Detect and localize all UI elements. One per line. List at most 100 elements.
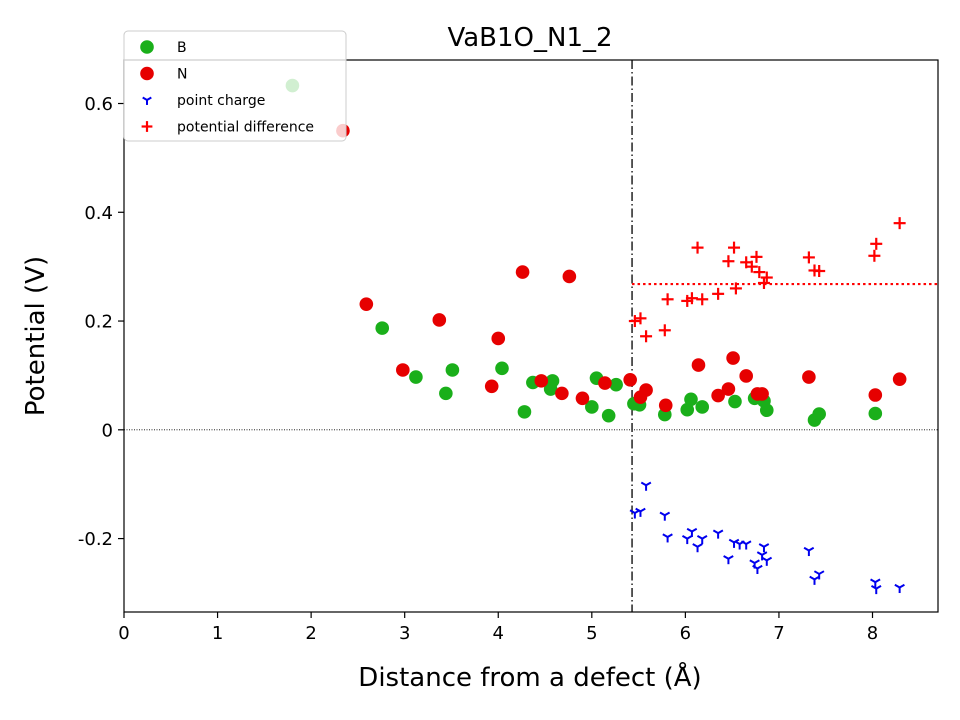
data-point-potential-difference-1: [634, 312, 647, 325]
data-point-point-charge-16-left: [756, 551, 763, 556]
data-point-point-charge-19-right: [808, 546, 815, 552]
data-point-point-charge-16-right: [761, 551, 768, 556]
data-point-point-charge-8-left: [696, 534, 703, 540]
x-tick-label-0: 0: [118, 623, 129, 644]
data-point-point-charge-23-left: [870, 584, 877, 590]
data-point-point-charge-10-left: [723, 555, 729, 560]
data-point-potential-difference-14: [745, 260, 758, 273]
data-point-n-9: [562, 269, 577, 284]
data-point-n-24: [868, 388, 883, 402]
y-tick-label-0: -0.2: [78, 529, 113, 550]
data-point-point-charge-6: [686, 527, 698, 538]
legend-marker-2: [142, 96, 152, 105]
x-tick-label-5: 5: [586, 623, 597, 644]
data-point-b-18: [684, 392, 698, 407]
data-point-b-2: [409, 370, 423, 384]
y-tick-label-2: 0.2: [84, 312, 113, 333]
data-point-point-charge-0-left: [629, 509, 636, 514]
y-axis-title: Potential (V): [21, 256, 51, 416]
data-point-point-charge-8: [696, 534, 708, 545]
legend-box: [123, 30, 347, 142]
x-tick-label-1: 1: [212, 623, 223, 644]
data-point-potential-difference-4: [661, 293, 674, 306]
data-point-point-charge-5-left: [681, 534, 688, 540]
data-point-b-9: [545, 374, 560, 388]
axes: 0 1 2 3 4 5 6 7 8 -0.2 0 0.2 0.4 0.6: [78, 59, 939, 644]
data-point-b-19: [695, 400, 710, 414]
data-point-b-10: [585, 400, 599, 414]
data-point-point-charge-19-left: [803, 546, 810, 552]
data-point-n-17: [711, 388, 725, 403]
data-point-point-charge-11-left: [728, 538, 735, 544]
data-point-n-23: [802, 370, 816, 384]
data-point-potential-difference-7: [691, 241, 704, 254]
legend-label-0: B: [177, 40, 187, 56]
data-point-n-19: [726, 351, 740, 365]
data-point-potential-difference-18: [760, 271, 773, 284]
data-point-n-12: [623, 372, 637, 387]
data-point-n-16: [691, 358, 706, 372]
data-point-b-25: [812, 407, 826, 421]
data-point-potential-difference-24: [893, 217, 906, 230]
data-point-point-charge-24: [894, 583, 905, 594]
y-tick-label-3: 0.4: [84, 203, 113, 224]
y-tick-label-4: 0.6: [84, 94, 113, 115]
data-point-n-25: [892, 372, 907, 387]
x-axis-title: Distance from a defect (Å): [358, 661, 701, 693]
data-point-potential-difference-8: [696, 293, 709, 306]
data-point-point-charge-24-left: [894, 583, 901, 589]
data-point-n-1: [359, 297, 374, 311]
data-point-potential-difference-12: [729, 282, 742, 295]
data-point-point-charge-3-right: [664, 511, 671, 517]
axes-frame: [123, 59, 939, 613]
data-point-point-charge-14-left: [749, 559, 756, 564]
data-point-potential-difference-17: [757, 276, 770, 289]
data-point-point-charge-1-left: [635, 507, 641, 513]
data-point-b-6: [517, 405, 532, 419]
data-point-potential-difference-21: [813, 265, 826, 278]
data-point-point-charge-4: [662, 533, 673, 543]
data-point-point-charge-15-right: [756, 564, 763, 570]
data-point-b-20: [728, 394, 742, 409]
data-point-point-charge-4-right: [667, 533, 673, 538]
data-point-point-charge-18: [761, 556, 773, 566]
y-tick-label-1: 0: [102, 420, 113, 441]
legend-marker-2-right: [146, 96, 152, 101]
data-point-point-charge-6-right: [691, 527, 698, 533]
legend-marker-2-left: [142, 96, 148, 101]
data-point-potential-difference-10: [722, 255, 735, 268]
x-tick-label-4: 4: [493, 623, 504, 644]
series-potential-difference: [628, 217, 906, 343]
data-point-potential-difference-6: [685, 292, 698, 305]
data-point-n-5: [491, 331, 506, 346]
data-point-potential-difference-19: [802, 251, 815, 264]
data-point-b-26: [868, 406, 883, 421]
data-point-point-charge-19: [803, 546, 815, 557]
data-point-point-charge-7: [692, 543, 703, 553]
data-point-n-22: [755, 387, 769, 401]
data-point-b-4: [445, 363, 460, 377]
data-point-point-charge-13-right: [745, 540, 752, 545]
data-point-point-charge-13-left: [740, 540, 747, 545]
data-point-point-charge-15: [752, 564, 763, 574]
data-point-n-20: [739, 369, 753, 383]
data-point-point-charge-9-left: [712, 529, 719, 535]
data-point-potential-difference-16: [753, 266, 766, 279]
data-point-point-charge-21-right: [818, 570, 825, 575]
x-tick-label-8: 8: [867, 623, 878, 644]
data-point-b-17: [680, 402, 695, 417]
chart-title: VaB1O_N1_2: [447, 23, 612, 53]
data-point-n-8: [555, 386, 569, 401]
x-tick-label-6: 6: [680, 623, 691, 644]
data-point-point-charge-6-left: [686, 527, 693, 533]
data-point-point-charge-7-left: [692, 543, 699, 548]
data-point-point-charge-14-right: [754, 559, 760, 564]
data-point-n-18: [721, 382, 736, 396]
x-tick-label-3: 3: [399, 623, 410, 644]
data-point-potential-difference-11: [728, 241, 741, 254]
legend-label-2: point charge: [177, 93, 265, 109]
data-point-point-charge-2-right: [645, 481, 652, 487]
data-point-point-charge-9: [712, 529, 724, 539]
data-point-n-11: [598, 376, 612, 390]
